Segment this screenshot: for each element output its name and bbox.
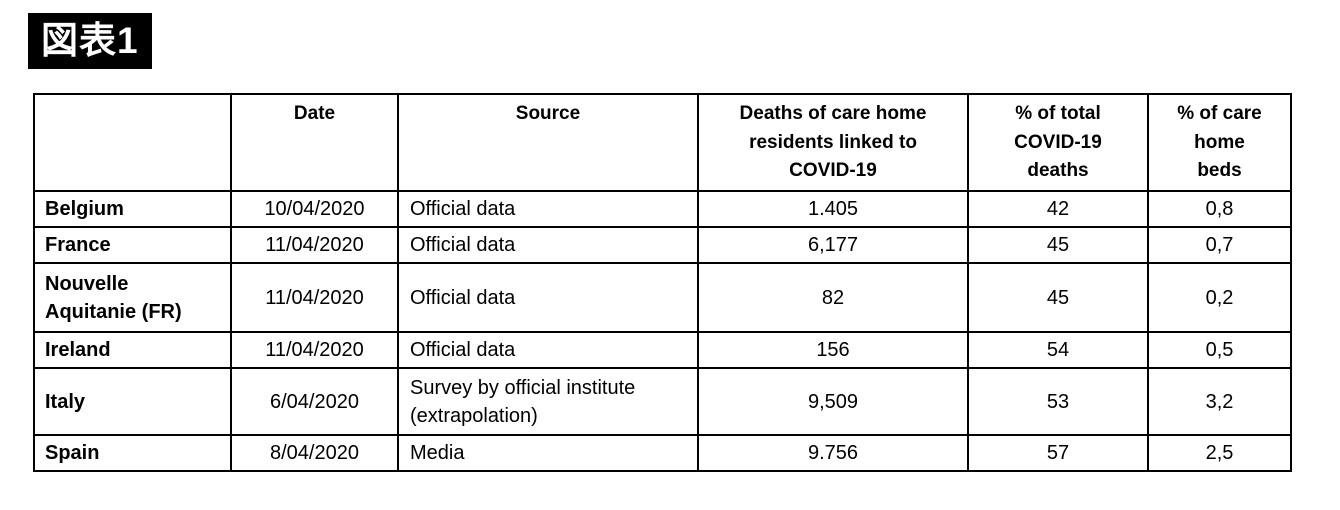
cell-region: Belgium <box>33 190 232 228</box>
cell-date: 6/04/2020 <box>230 367 399 436</box>
table-row-spain: Spain 8/04/2020 Media 9.756 57 2,5 <box>33 434 1292 472</box>
cell-pct-total-deaths: 54 <box>967 331 1149 369</box>
cell-date: 10/04/2020 <box>230 190 399 228</box>
cell-region: Ireland <box>33 331 232 369</box>
cell-pct-total-deaths: 45 <box>967 262 1149 333</box>
header-row: Date Source Deaths of care home resident… <box>33 93 1292 192</box>
table-row-ireland: Ireland 11/04/2020 Official data 156 54 … <box>33 331 1292 369</box>
cell-date: 11/04/2020 <box>230 331 399 369</box>
cell-region: Nouvelle Aquitanie (FR) <box>33 262 232 333</box>
cell-region: Italy <box>33 367 232 436</box>
cell-pct-care-home-beds: 0,5 <box>1147 331 1292 369</box>
cell-source: Official data <box>397 226 699 264</box>
cell-source: Official data <box>397 331 699 369</box>
cell-pct-care-home-beds: 0,2 <box>1147 262 1292 333</box>
header-pct-total-deaths: % of total COVID-19 deaths <box>967 93 1149 192</box>
cell-date: 11/04/2020 <box>230 262 399 333</box>
cell-date: 11/04/2020 <box>230 226 399 264</box>
table-row-nouvelle-aquitanie: Nouvelle Aquitanie (FR) 11/04/2020 Offic… <box>33 262 1292 333</box>
cell-source: Official data <box>397 190 699 228</box>
cell-pct-care-home-beds: 0,7 <box>1147 226 1292 264</box>
header-region <box>33 93 232 192</box>
cell-region: France <box>33 226 232 264</box>
table-row-france: France 11/04/2020 Official data 6,177 45… <box>33 226 1292 264</box>
table-row-italy: Italy 6/04/2020 Survey by official insti… <box>33 367 1292 436</box>
header-date: Date <box>230 93 399 192</box>
header-source: Source <box>397 93 699 192</box>
cell-deaths: 1.405 <box>697 190 969 228</box>
cell-deaths: 9,509 <box>697 367 969 436</box>
cell-pct-total-deaths: 57 <box>967 434 1149 472</box>
header-deaths: Deaths of care home residents linked to … <box>697 93 969 192</box>
care-home-deaths-table: Date Source Deaths of care home resident… <box>33 93 1292 472</box>
cell-pct-care-home-beds: 3,2 <box>1147 367 1292 436</box>
table-row-belgium: Belgium 10/04/2020 Official data 1.405 4… <box>33 190 1292 228</box>
cell-source: Official data <box>397 262 699 333</box>
cell-deaths: 82 <box>697 262 969 333</box>
cell-deaths: 156 <box>697 331 969 369</box>
cell-pct-total-deaths: 45 <box>967 226 1149 264</box>
cell-region: Spain <box>33 434 232 472</box>
figure-title-box: 図表1 <box>28 13 152 69</box>
cell-pct-total-deaths: 53 <box>967 367 1149 436</box>
cell-deaths: 9.756 <box>697 434 969 472</box>
cell-source: Survey by official institute (extrapolat… <box>397 367 699 436</box>
header-pct-care-home-beds: % of care home beds <box>1147 93 1292 192</box>
cell-deaths: 6,177 <box>697 226 969 264</box>
figure-title: 図表1 <box>41 20 139 61</box>
cell-pct-care-home-beds: 2,5 <box>1147 434 1292 472</box>
cell-source: Media <box>397 434 699 472</box>
cell-date: 8/04/2020 <box>230 434 399 472</box>
cell-pct-care-home-beds: 0,8 <box>1147 190 1292 228</box>
cell-pct-total-deaths: 42 <box>967 190 1149 228</box>
